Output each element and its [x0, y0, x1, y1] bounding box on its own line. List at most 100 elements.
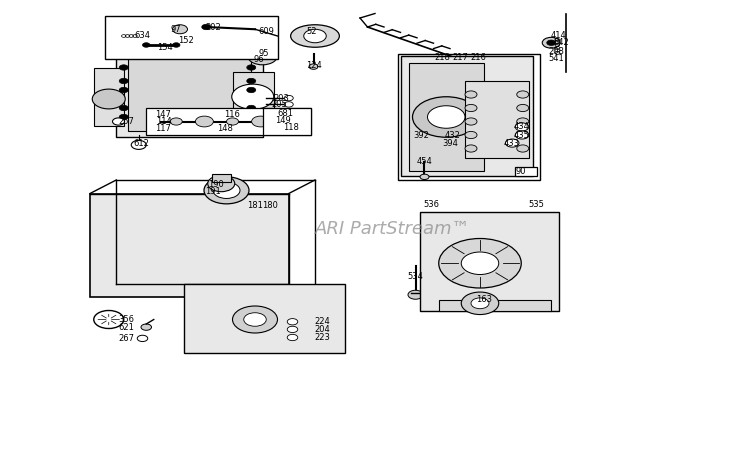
Circle shape — [287, 326, 298, 333]
Text: 118: 118 — [283, 123, 299, 132]
Text: 114: 114 — [156, 117, 171, 126]
Text: 52: 52 — [306, 27, 316, 36]
Bar — [232, 72, 274, 122]
Circle shape — [226, 118, 238, 125]
Text: 148: 148 — [217, 124, 233, 133]
Text: 542: 542 — [553, 38, 568, 47]
Circle shape — [112, 118, 125, 125]
Circle shape — [287, 319, 298, 325]
Circle shape — [465, 131, 477, 139]
Bar — [146, 108, 311, 135]
Circle shape — [515, 131, 529, 139]
Circle shape — [244, 313, 266, 326]
Bar — [398, 54, 540, 180]
Text: 535: 535 — [528, 200, 544, 209]
Circle shape — [517, 118, 529, 125]
Text: 180: 180 — [262, 201, 278, 210]
Circle shape — [287, 334, 298, 341]
Text: 216: 216 — [470, 53, 487, 62]
Circle shape — [142, 43, 150, 47]
Circle shape — [309, 64, 318, 69]
Circle shape — [517, 91, 529, 98]
Ellipse shape — [291, 25, 339, 47]
Text: 394: 394 — [442, 140, 458, 148]
Text: 117: 117 — [155, 124, 172, 133]
Bar — [420, 212, 559, 310]
Circle shape — [517, 131, 529, 139]
Text: 536: 536 — [423, 200, 439, 209]
Bar — [94, 68, 124, 126]
Text: 621: 621 — [118, 323, 134, 332]
Circle shape — [131, 140, 146, 149]
Bar — [128, 34, 251, 130]
Circle shape — [119, 78, 128, 84]
Circle shape — [542, 37, 560, 48]
Circle shape — [506, 139, 519, 147]
Circle shape — [517, 145, 529, 152]
Bar — [105, 16, 278, 58]
Bar — [514, 166, 537, 176]
Circle shape — [304, 29, 326, 43]
Text: 257: 257 — [118, 117, 134, 126]
Circle shape — [232, 306, 278, 333]
Circle shape — [465, 91, 477, 98]
Circle shape — [465, 104, 477, 112]
Bar — [116, 27, 262, 137]
Circle shape — [247, 78, 256, 84]
Text: 149: 149 — [274, 116, 291, 125]
Circle shape — [119, 65, 128, 70]
Text: 223: 223 — [314, 333, 331, 342]
Circle shape — [119, 105, 128, 111]
Circle shape — [204, 177, 249, 204]
Bar — [212, 174, 231, 182]
Circle shape — [247, 105, 256, 111]
Bar — [409, 63, 484, 171]
Circle shape — [251, 116, 270, 127]
Text: 97: 97 — [171, 25, 182, 34]
Text: 612: 612 — [133, 140, 149, 148]
Bar — [465, 81, 529, 158]
Circle shape — [247, 114, 256, 120]
Circle shape — [213, 182, 240, 198]
Text: 609: 609 — [258, 27, 274, 36]
Text: 147: 147 — [155, 110, 172, 119]
Bar — [262, 108, 311, 135]
Text: 208: 208 — [548, 47, 565, 56]
Text: 432: 432 — [445, 130, 461, 140]
Text: 435: 435 — [513, 130, 529, 140]
Circle shape — [517, 104, 529, 112]
Text: 96: 96 — [254, 55, 264, 64]
Bar — [401, 56, 532, 176]
Circle shape — [465, 145, 477, 152]
Circle shape — [248, 47, 278, 65]
Circle shape — [465, 118, 477, 125]
Circle shape — [119, 114, 128, 120]
Circle shape — [137, 335, 148, 342]
Circle shape — [208, 176, 235, 192]
Circle shape — [283, 118, 295, 125]
Circle shape — [172, 43, 180, 47]
Bar — [90, 194, 289, 297]
Text: 163: 163 — [476, 295, 492, 304]
Text: 224: 224 — [315, 317, 330, 326]
Circle shape — [439, 238, 521, 288]
Text: 190: 190 — [208, 180, 224, 189]
Text: 356: 356 — [118, 315, 134, 324]
Text: 124: 124 — [306, 61, 321, 70]
Circle shape — [92, 89, 125, 109]
Text: 217: 217 — [452, 53, 469, 62]
Text: 152: 152 — [178, 36, 194, 45]
Text: 218: 218 — [434, 53, 451, 62]
Circle shape — [202, 24, 211, 30]
Circle shape — [427, 106, 465, 128]
Text: 414: 414 — [550, 32, 567, 40]
Circle shape — [471, 298, 489, 309]
Text: 181: 181 — [247, 201, 263, 210]
Text: 534: 534 — [407, 272, 424, 281]
Text: 116: 116 — [224, 110, 241, 119]
Text: 90: 90 — [515, 166, 526, 176]
Circle shape — [247, 65, 256, 70]
Circle shape — [232, 84, 274, 109]
Text: 434: 434 — [513, 122, 529, 131]
Circle shape — [119, 87, 128, 93]
